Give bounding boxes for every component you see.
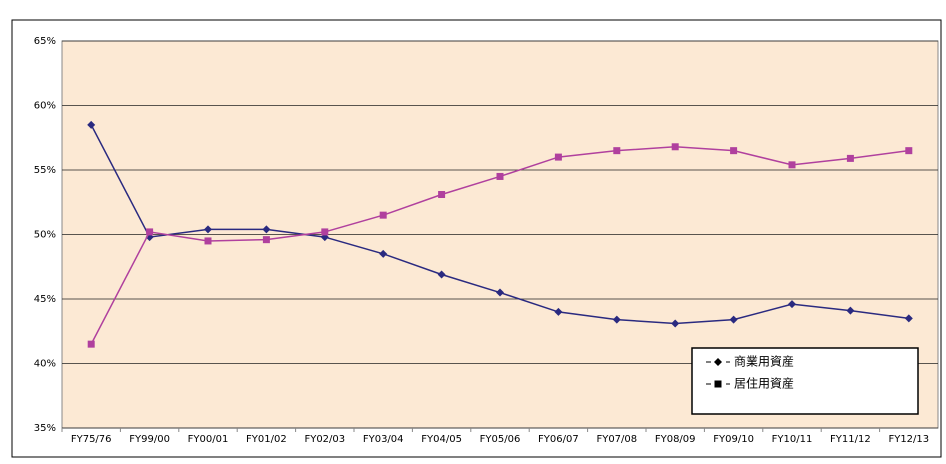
marker bbox=[714, 358, 722, 366]
marker bbox=[714, 380, 722, 388]
x-tick-label: FY11/12 bbox=[830, 434, 871, 445]
legend-box bbox=[691, 347, 919, 415]
marker bbox=[729, 315, 738, 324]
y-tick-label: 40% bbox=[34, 359, 56, 370]
marker bbox=[904, 314, 913, 323]
marker bbox=[146, 228, 154, 236]
x-tick-label: FY12/13 bbox=[888, 434, 929, 445]
marker bbox=[554, 307, 563, 316]
x-tick-label: FY00/01 bbox=[188, 434, 229, 445]
marker bbox=[554, 153, 562, 161]
x-tick-label: FY08/09 bbox=[655, 434, 696, 445]
y-tick-label: 55% bbox=[34, 165, 56, 176]
marker bbox=[204, 225, 212, 234]
marker bbox=[496, 288, 504, 297]
marker bbox=[438, 191, 446, 199]
marker bbox=[496, 172, 504, 180]
marker bbox=[262, 225, 271, 234]
x-tick-label: FY07/08 bbox=[596, 434, 637, 445]
marker bbox=[905, 147, 913, 155]
marker bbox=[846, 154, 854, 162]
marker bbox=[204, 237, 212, 245]
marker bbox=[613, 147, 621, 155]
legend-label: 居住用資産 bbox=[734, 376, 794, 391]
x-tick-label: FY01/02 bbox=[246, 434, 287, 445]
marker bbox=[671, 319, 680, 328]
marker bbox=[846, 306, 855, 315]
x-tick-label: FY06/07 bbox=[538, 434, 579, 445]
x-tick-label: FY03/04 bbox=[363, 434, 404, 445]
marker bbox=[671, 143, 679, 151]
x-tick-label: FY75/76 bbox=[71, 434, 112, 445]
x-tick-label: FY10/11 bbox=[772, 434, 813, 445]
y-tick-label: 65% bbox=[34, 36, 56, 47]
legend-label: 商業用資産 bbox=[734, 354, 794, 369]
y-tick-label: 35% bbox=[34, 423, 56, 434]
y-tick-label: 50% bbox=[34, 230, 56, 241]
marker bbox=[730, 147, 738, 155]
x-tick-label: FY02/03 bbox=[304, 434, 345, 445]
marker bbox=[788, 300, 796, 309]
marker bbox=[87, 340, 95, 348]
marker bbox=[262, 236, 270, 244]
marker bbox=[379, 249, 388, 258]
y-tick-label: 60% bbox=[34, 101, 56, 112]
x-tick-label: FY09/10 bbox=[713, 434, 754, 445]
marker bbox=[87, 120, 96, 129]
marker bbox=[379, 211, 387, 219]
x-tick-label: FY05/06 bbox=[480, 434, 521, 445]
x-tick-label: FY99/00 bbox=[129, 434, 170, 445]
x-tick-label: FY04/05 bbox=[421, 434, 462, 445]
marker bbox=[437, 270, 446, 279]
marker bbox=[612, 315, 621, 324]
marker bbox=[321, 228, 329, 236]
y-tick-label: 45% bbox=[34, 294, 56, 305]
marker bbox=[788, 161, 796, 169]
